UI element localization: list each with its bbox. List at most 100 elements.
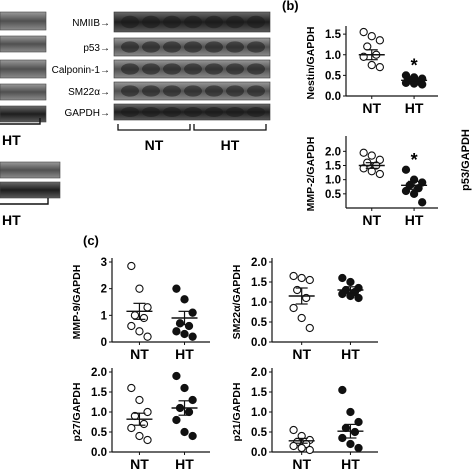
scatter-chart-1: 0.0 0.5 1.0 1.5 Nestin/GAPDH NT HT * <box>305 26 438 116</box>
data-point <box>338 289 347 299</box>
x-tick-label: NT <box>130 456 149 472</box>
significance-marker: * <box>411 55 418 75</box>
blot-band <box>142 41 160 53</box>
data-point <box>135 431 144 441</box>
left-blot-column: HT HT <box>0 11 61 228</box>
left-lower-blot-strip-1 <box>0 161 61 179</box>
data-point <box>305 275 314 285</box>
data-point <box>172 327 181 336</box>
blot-band <box>163 41 181 53</box>
x-tick-label: NT <box>292 456 311 472</box>
blot-row-label: SM22α→ <box>68 87 110 98</box>
data-point <box>184 407 194 417</box>
y-axis-label: SM22α/GAPDH <box>231 265 243 340</box>
left-group-bracket <box>0 118 41 125</box>
data-point <box>367 32 376 41</box>
scatter-chart-6: 0.0 0.5 1.0 1.5 2.0 p21/GAPDH NT HT <box>231 367 378 472</box>
y-tick-label: 0.5 <box>325 189 342 201</box>
blot-band <box>205 85 223 97</box>
data-point <box>188 332 197 341</box>
y-tick-label: 0 <box>101 337 107 349</box>
y-tick-label: 1.5 <box>251 277 268 289</box>
data-point <box>180 383 189 393</box>
left-blot-strip-4 <box>0 83 47 101</box>
blot-band <box>205 63 223 75</box>
data-point <box>127 423 136 433</box>
left-blot-strip-5 <box>0 105 47 123</box>
blot-band <box>184 107 202 117</box>
data-point <box>127 261 136 271</box>
panel-label-b: (b) <box>282 0 299 13</box>
data-point <box>297 273 306 283</box>
blot-row-label: p53→ <box>83 43 110 54</box>
y-tick-label: 1.0 <box>325 50 341 62</box>
blot-band <box>121 63 139 75</box>
data-point <box>359 27 368 37</box>
ht-bracket <box>193 124 267 131</box>
blot-band <box>121 15 139 29</box>
data-point <box>135 284 144 293</box>
data-point <box>297 443 306 453</box>
left-blot-strip-1 <box>0 11 47 31</box>
data-point <box>289 303 298 313</box>
blot-band <box>142 15 160 29</box>
scatter-charts: 0.0 0.5 1.0 1.5 Nestin/GAPDH NT HT * 0.5 1.0 1.5 2.… <box>71 26 438 472</box>
data-point <box>375 169 385 179</box>
data-point <box>363 42 372 51</box>
scatter-chart-2: 0.5 1.0 1.5 2.0 MMP-2/GAPDH NT HT * <box>305 136 438 228</box>
y-tick-label: 1.0 <box>251 407 267 419</box>
x-tick-label: HT <box>405 212 424 228</box>
blot-band <box>163 63 181 75</box>
data-point <box>401 165 411 174</box>
y-axis-label: p21/GAPDH <box>231 383 243 442</box>
data-point <box>289 425 298 435</box>
nt-bracket <box>117 124 191 131</box>
data-point <box>305 445 314 455</box>
x-tick-label: HT <box>341 346 360 362</box>
blot-band <box>226 63 244 75</box>
data-point <box>180 329 189 339</box>
blot-band <box>247 63 265 75</box>
x-tick-label: NT <box>292 346 311 362</box>
data-point <box>172 415 181 425</box>
data-point <box>346 407 355 417</box>
blot-band <box>184 15 202 29</box>
x-tick-label: HT <box>405 100 424 116</box>
left-blot-strip-2 <box>0 35 47 53</box>
y-tick-label: 0.5 <box>91 427 108 439</box>
data-point <box>375 36 385 45</box>
y-tick-label: 1.0 <box>91 407 107 419</box>
blot-band <box>142 85 160 97</box>
data-point <box>350 427 360 437</box>
data-point <box>188 395 197 405</box>
y-tick-label: 0.5 <box>251 427 268 439</box>
x-tick-label: NT <box>362 100 381 116</box>
x-tick-label: HT <box>175 346 194 362</box>
data-point <box>367 151 376 160</box>
data-point <box>418 178 427 187</box>
left-blot-strip-3 <box>0 59 47 79</box>
data-point <box>135 327 144 336</box>
y-tick-label: 0.5 <box>325 70 342 82</box>
data-point <box>354 443 363 453</box>
data-point <box>172 371 181 381</box>
y-tick-label: 0.0 <box>91 447 107 459</box>
y-axis-label: p27/GAPDH <box>71 383 83 442</box>
blot-band <box>121 41 139 53</box>
blot-band <box>163 107 181 117</box>
y-tick-label: 2.0 <box>251 257 267 269</box>
side-axis-label: p53/GAPDH <box>460 129 472 191</box>
blot-group-label-nt: NT <box>145 137 164 153</box>
y-axis-label: MMP-2/GAPDH <box>305 137 317 212</box>
data-point <box>130 311 140 320</box>
data-point <box>289 271 298 281</box>
data-point <box>188 308 197 317</box>
y-tick-label: 1.0 <box>325 175 341 187</box>
y-axis-label: MMP-9/GAPDH <box>71 265 83 340</box>
data-point <box>289 441 298 451</box>
data-point <box>127 383 136 393</box>
data-point <box>367 60 376 70</box>
data-point <box>143 332 152 341</box>
y-tick-label: 1.0 <box>251 297 267 309</box>
y-tick-label: 2 <box>101 284 107 296</box>
